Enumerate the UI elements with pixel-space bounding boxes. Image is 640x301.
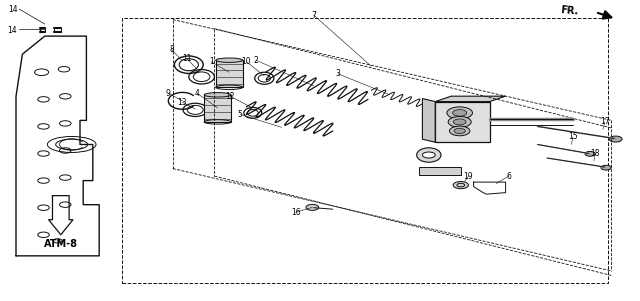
Text: 7: 7 [311, 11, 316, 20]
Ellipse shape [216, 58, 243, 62]
Text: 4: 4 [195, 89, 200, 98]
Text: 13: 13 [177, 98, 188, 107]
Circle shape [448, 116, 471, 127]
Text: 12: 12 [226, 92, 235, 101]
Bar [122, 18, 608, 283]
Circle shape [454, 128, 465, 134]
Ellipse shape [417, 148, 441, 162]
Circle shape [601, 165, 611, 170]
Polygon shape [419, 167, 461, 175]
Circle shape [449, 126, 470, 136]
Text: 19: 19 [463, 172, 474, 181]
Text: 3: 3 [335, 69, 340, 78]
Polygon shape [422, 99, 435, 142]
Text: 8: 8 [169, 45, 174, 54]
Text: 14: 14 [8, 5, 18, 14]
Bar [216, 60, 243, 87]
Text: 14: 14 [6, 26, 17, 35]
Circle shape [453, 119, 466, 125]
Text: 1: 1 [209, 57, 214, 66]
Text: 9: 9 [166, 89, 171, 98]
Circle shape [452, 110, 467, 116]
Circle shape [306, 204, 319, 210]
Circle shape [422, 152, 435, 158]
Text: 11: 11 [182, 54, 191, 63]
Circle shape [447, 107, 472, 119]
Text: ATM-8: ATM-8 [44, 239, 78, 249]
Circle shape [453, 182, 468, 189]
Text: FR.: FR. [561, 5, 579, 16]
Text: 17: 17 [600, 117, 610, 126]
Text: 10: 10 [241, 57, 252, 66]
Bar [435, 101, 490, 142]
Circle shape [585, 151, 595, 156]
Text: 16: 16 [291, 208, 301, 217]
Ellipse shape [204, 93, 231, 97]
Bar [204, 95, 231, 122]
Text: 6: 6 [506, 172, 511, 181]
Text: 5: 5 [237, 110, 243, 119]
Text: 15: 15 [568, 132, 578, 141]
Polygon shape [435, 96, 506, 102]
Circle shape [609, 136, 622, 142]
Text: 2: 2 [253, 56, 259, 65]
Text: 18: 18 [591, 149, 600, 158]
